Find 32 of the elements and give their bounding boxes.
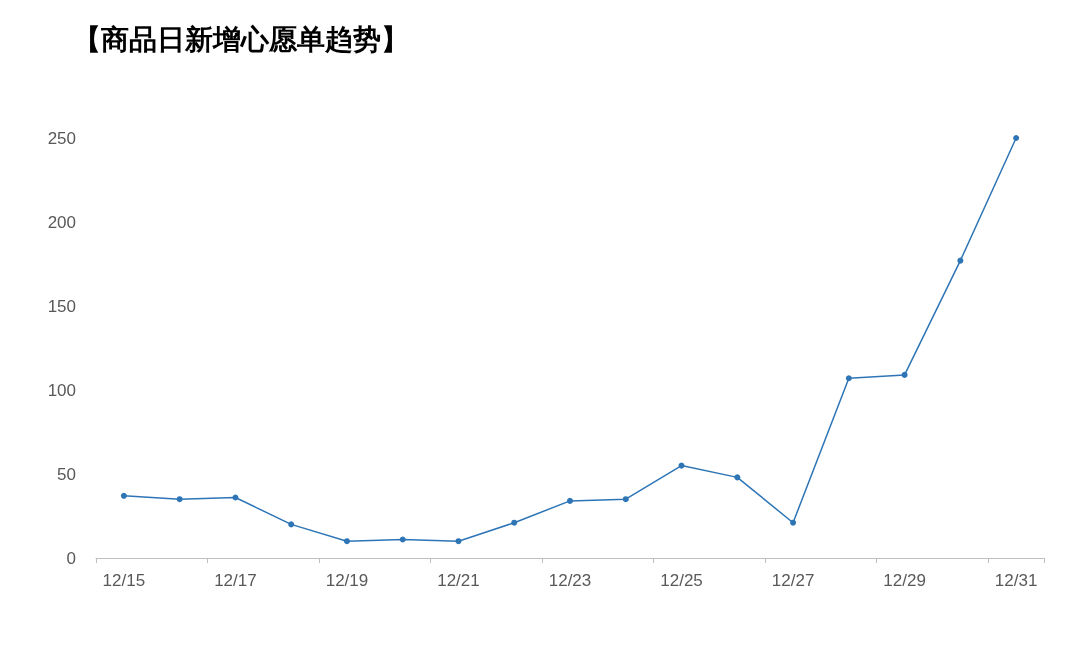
- chart-title: 【商品日新增心愿单趋势】: [73, 23, 409, 55]
- point: [957, 257, 964, 264]
- y-tick-label: 50: [57, 464, 76, 484]
- point: [511, 519, 518, 526]
- y-tick-label: 0: [66, 548, 76, 568]
- point: [567, 497, 573, 504]
- x-tick-label: 12/27: [771, 571, 815, 590]
- point: [678, 462, 685, 469]
- point: [901, 371, 908, 378]
- point: [734, 474, 741, 481]
- point: [176, 496, 183, 503]
- x-tick-label: 12/17: [214, 571, 257, 590]
- x-tick-label: 12/21: [437, 571, 480, 590]
- y-tick-label: 150: [47, 296, 76, 316]
- point: [790, 519, 797, 526]
- y-tick-label: 250: [47, 128, 76, 148]
- x-tick-label: 12/23: [548, 571, 592, 590]
- x-tick-label: 12/31: [994, 571, 1038, 590]
- point: [343, 538, 350, 545]
- point: [845, 375, 852, 382]
- x-tick-label: 12/19: [325, 571, 369, 590]
- point: [120, 492, 127, 499]
- y-tick-label: 100: [47, 380, 76, 400]
- point: [622, 496, 629, 503]
- point: [1013, 135, 1020, 141]
- x-tick-label: 12/25: [660, 571, 703, 590]
- point: [232, 494, 239, 501]
- x-tick-label: 12/15: [102, 571, 146, 590]
- x-tick-label: 12/29: [883, 571, 926, 590]
- y-tick-label: 200: [47, 212, 76, 232]
- point: [288, 521, 295, 528]
- point: [455, 538, 462, 545]
